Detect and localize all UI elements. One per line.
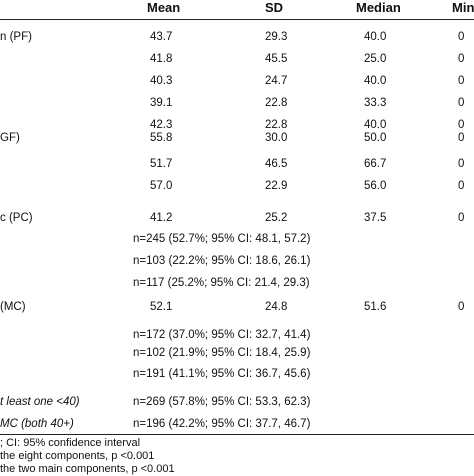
- cell-sd: 46.5: [265, 158, 288, 170]
- cell-median: 40.0: [364, 31, 387, 43]
- cell-median: 37.5: [364, 212, 387, 224]
- row-label: MC (both 40+): [0, 418, 74, 430]
- cell-mean: 42.3: [150, 119, 173, 131]
- cell-median: 66.7: [364, 158, 387, 170]
- cell-median: 50.0: [364, 132, 387, 144]
- cell-min: 0: [458, 132, 465, 144]
- cell-sd: 24.7: [265, 75, 288, 87]
- row-span-value: n=103 (22.2%; 95% CI: 18.6, 26.1): [133, 255, 311, 267]
- cell-mean: 39.1: [150, 97, 173, 109]
- cell-median: 40.0: [364, 75, 387, 87]
- cell-mean: 52.1: [150, 301, 173, 313]
- row-label: GF): [0, 132, 20, 144]
- cell-mean: 41.2: [150, 212, 173, 224]
- cell-mean: 41.8: [150, 53, 173, 65]
- row-label: (MC): [0, 301, 26, 313]
- cell-median: 33.3: [364, 97, 387, 109]
- cell-min: 0: [458, 31, 465, 43]
- cell-min: 0: [458, 301, 465, 313]
- row-label: c (PC): [0, 212, 33, 224]
- cell-sd: 30.0: [265, 132, 288, 144]
- cell-mean: 43.7: [150, 31, 173, 43]
- cell-mean: 51.7: [150, 158, 173, 170]
- row-label: n (PF): [0, 31, 32, 43]
- cell-median: 25.0: [364, 53, 387, 65]
- cell-min: 0: [458, 97, 465, 109]
- row-span-value: n=117 (25.2%; 95% CI: 21.4, 29.3): [133, 277, 310, 289]
- cell-min: 0: [458, 119, 465, 131]
- footnote-1: ; CI: 95% confidence interval: [0, 437, 141, 449]
- cell-mean: 55.8: [150, 132, 173, 144]
- cell-min: 0: [458, 53, 465, 65]
- cell-sd: 24.8: [265, 301, 288, 313]
- cell-median: 51.6: [364, 301, 387, 313]
- row-span-value: n=269 (57.8%; 95% CI: 53.3, 62.3): [133, 396, 311, 408]
- cell-median: 56.0: [364, 180, 387, 192]
- cell-min: 0: [458, 212, 465, 224]
- cell-min: 0: [458, 75, 465, 87]
- cell-sd: 22.8: [265, 119, 288, 131]
- row-span-value: n=196 (42.2%; 95% CI: 37.7, 46.7): [133, 418, 311, 430]
- table-bottom-rule: [0, 434, 474, 435]
- row-label: t least one <40): [0, 396, 80, 408]
- header-median: Median: [356, 0, 401, 15]
- cell-min: 0: [458, 158, 465, 170]
- header-sd: SD: [265, 0, 284, 15]
- header-rule: [0, 19, 474, 20]
- cell-sd: 22.8: [265, 97, 288, 109]
- row-span-value: n=102 (21.9%; 95% CI: 18.4, 25.9): [133, 347, 311, 359]
- cell-sd: 45.5: [265, 53, 288, 65]
- row-span-value: n=191 (41.1%; 95% CI: 36.7, 45.6): [133, 368, 311, 380]
- header-mean: Mean: [147, 0, 181, 15]
- cell-mean: 57.0: [150, 180, 173, 192]
- cell-min: 0: [458, 180, 465, 192]
- footnote-2: the eight components, p <0.001: [0, 450, 155, 462]
- cell-sd: 25.2: [265, 212, 288, 224]
- cell-median: 40.0: [364, 119, 387, 131]
- row-span-value: n=245 (52.7%; 95% CI: 48.1, 57.2): [133, 233, 311, 245]
- footnote-3: the two main components, p <0.001: [0, 463, 175, 475]
- row-span-value: n=172 (37.0%; 95% CI: 32.7, 41.4): [133, 329, 311, 341]
- table-header: Mean SD Median Min: [0, 0, 474, 18]
- cell-mean: 40.3: [150, 75, 173, 87]
- header-min: Min: [452, 0, 474, 15]
- cell-sd: 29.3: [265, 31, 288, 43]
- cell-sd: 22.9: [265, 180, 288, 192]
